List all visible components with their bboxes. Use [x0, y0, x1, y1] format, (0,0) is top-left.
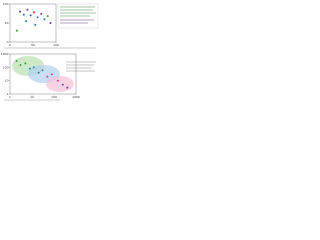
- x-tick-label: 1000: [72, 95, 80, 99]
- point: [15, 29, 19, 32]
- point: [36, 16, 39, 19]
- point: [40, 12, 43, 16]
- y-tick-label: 10: [5, 79, 9, 83]
- point: [56, 79, 60, 82]
- x-tick-label: 1: [9, 95, 11, 99]
- y-tick-label: 100: [3, 65, 9, 69]
- legend-box-a: [57, 3, 99, 29]
- legend-box-b: [66, 61, 96, 72]
- y-tick-label: 1: [7, 92, 9, 96]
- point: [49, 21, 52, 25]
- point: [22, 13, 25, 16]
- point: [46, 75, 49, 78]
- regions-b: [12, 56, 74, 92]
- plot-frame: [9, 3, 57, 43]
- plot-frame: [9, 53, 77, 95]
- point: [34, 23, 37, 27]
- point: [29, 14, 32, 17]
- point: [26, 8, 29, 11]
- y-tick-label: 1000: [1, 52, 9, 56]
- y-tick-label: 50: [5, 21, 9, 25]
- point: [41, 69, 44, 72]
- point: [61, 83, 64, 86]
- x-tick-label: 10: [30, 95, 34, 99]
- point: [50, 73, 54, 76]
- point: [46, 14, 49, 18]
- point: [19, 63, 22, 67]
- point: [28, 67, 32, 70]
- y-tick-label: 0: [7, 40, 9, 44]
- x-tick-label: 100: [51, 95, 57, 99]
- x-tick-label: 100: [53, 43, 59, 47]
- point: [37, 71, 40, 74]
- point: [24, 19, 28, 23]
- point: [43, 18, 46, 21]
- point: [24, 62, 27, 65]
- point: [32, 66, 35, 69]
- point: [66, 86, 69, 89]
- point: [18, 10, 22, 13]
- point: [32, 11, 36, 14]
- x-tick-label: 0: [9, 43, 11, 47]
- y-tick-label: 100: [3, 2, 9, 6]
- point: [15, 59, 18, 63]
- x-tick-label: 50: [31, 43, 35, 47]
